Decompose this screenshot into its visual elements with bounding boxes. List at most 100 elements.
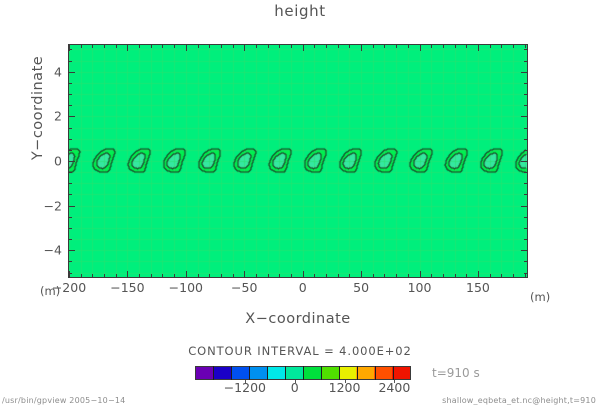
colorbar-tick-label: 0 <box>290 380 299 395</box>
x-tick-label: 50 <box>353 280 370 295</box>
tick-mark <box>477 271 479 277</box>
tick-mark <box>290 45 292 48</box>
tick-mark <box>524 227 527 229</box>
tick-mark <box>326 45 328 48</box>
colorbar-separator <box>357 366 358 380</box>
tick-mark <box>139 45 141 48</box>
x-tick-label: 150 <box>465 280 490 295</box>
tick-mark <box>326 274 328 277</box>
x-tick-label: −100 <box>168 280 203 295</box>
tick-mark <box>524 216 527 218</box>
tick-mark <box>290 274 292 277</box>
tick-mark <box>69 45 70 51</box>
tick-mark <box>150 45 152 48</box>
colorbar-cell <box>338 367 357 379</box>
tick-mark <box>521 71 527 73</box>
tick-mark <box>314 274 316 277</box>
tick-mark <box>314 45 316 48</box>
tick-mark <box>279 274 281 277</box>
tick-mark <box>69 271 70 277</box>
colorbar-tick <box>344 380 346 383</box>
tick-mark <box>92 274 94 277</box>
colorbar-cell <box>231 367 250 379</box>
tick-mark <box>442 274 444 277</box>
tick-mark <box>80 274 82 277</box>
time-stamp: t=910 s <box>432 366 480 380</box>
tick-mark <box>466 45 468 48</box>
y-tick-label: 4 <box>54 64 62 80</box>
tick-mark <box>524 272 527 274</box>
tick-mark <box>69 172 72 174</box>
contour-interval-label: CONTOUR INTERVAL = 4.000E+02 <box>188 344 412 358</box>
tick-mark <box>69 272 72 274</box>
x-axis-unit: (m) <box>530 290 551 304</box>
tick-mark <box>69 261 72 263</box>
colorbar-tick <box>394 380 396 383</box>
tick-mark <box>69 205 75 207</box>
colorbar-cell <box>249 367 268 379</box>
tick-mark <box>407 274 409 277</box>
tick-mark <box>501 45 503 48</box>
colorbar-tick-label: 2400 <box>378 380 411 395</box>
tick-mark <box>69 250 75 252</box>
tick-mark <box>524 45 526 48</box>
tick-mark <box>185 271 187 277</box>
tick-mark <box>349 274 351 277</box>
tick-mark <box>524 105 527 107</box>
tick-mark <box>442 45 444 48</box>
height-field-heatmap <box>69 45 527 277</box>
tick-mark <box>337 45 339 48</box>
tick-mark <box>115 274 117 277</box>
tick-mark <box>489 45 491 48</box>
tick-mark <box>69 105 72 107</box>
colorbar-separator <box>393 366 394 380</box>
tick-mark <box>69 49 72 51</box>
tick-mark <box>349 45 351 48</box>
tick-mark <box>150 274 152 277</box>
tick-mark <box>524 49 527 51</box>
y-axis-title: Y−coordinate <box>30 55 46 161</box>
tick-mark <box>521 205 527 207</box>
page-title: height <box>274 2 326 20</box>
tick-mark <box>220 45 222 48</box>
colorbar-cell <box>374 367 393 379</box>
tick-mark <box>69 94 72 96</box>
tick-mark <box>174 274 176 277</box>
footer-command: /usr/bin/gpview 2005−10−14 <box>2 396 126 405</box>
tick-mark <box>267 274 269 277</box>
tick-mark <box>477 45 479 51</box>
colorbar-cell <box>356 367 375 379</box>
y-tick-label: 0 <box>54 153 62 169</box>
tick-mark <box>524 183 527 185</box>
colorbar-cell <box>196 367 214 379</box>
tick-mark <box>524 239 527 241</box>
tick-mark <box>524 138 527 140</box>
tick-mark <box>69 138 72 140</box>
tick-mark <box>69 183 72 185</box>
tick-mark <box>302 271 304 277</box>
tick-mark <box>255 274 257 277</box>
x-tick-label: 100 <box>407 280 432 295</box>
x-tick-label: −150 <box>110 280 145 295</box>
tick-mark <box>454 274 456 277</box>
tick-mark <box>524 274 526 277</box>
colorbar-separator <box>339 366 340 380</box>
y-axis-unit: (m) <box>40 284 61 298</box>
tick-mark <box>69 60 72 62</box>
tick-mark <box>407 45 409 48</box>
footer-source: shallow_eqbeta_et.nc@height,t=910 <box>442 396 596 405</box>
tick-mark <box>454 45 456 48</box>
tick-mark <box>524 194 527 196</box>
tick-mark <box>185 45 187 51</box>
tick-mark <box>69 216 72 218</box>
colorbar-cell <box>302 367 321 379</box>
tick-mark <box>524 172 527 174</box>
y-tick-label: 2 <box>54 108 62 124</box>
tick-mark <box>384 274 386 277</box>
tick-mark <box>197 274 199 277</box>
tick-mark <box>69 82 72 84</box>
tick-mark <box>384 45 386 48</box>
colorbar-separator <box>267 366 268 380</box>
tick-mark <box>69 239 72 241</box>
y-tick-label: −2 <box>43 198 62 214</box>
